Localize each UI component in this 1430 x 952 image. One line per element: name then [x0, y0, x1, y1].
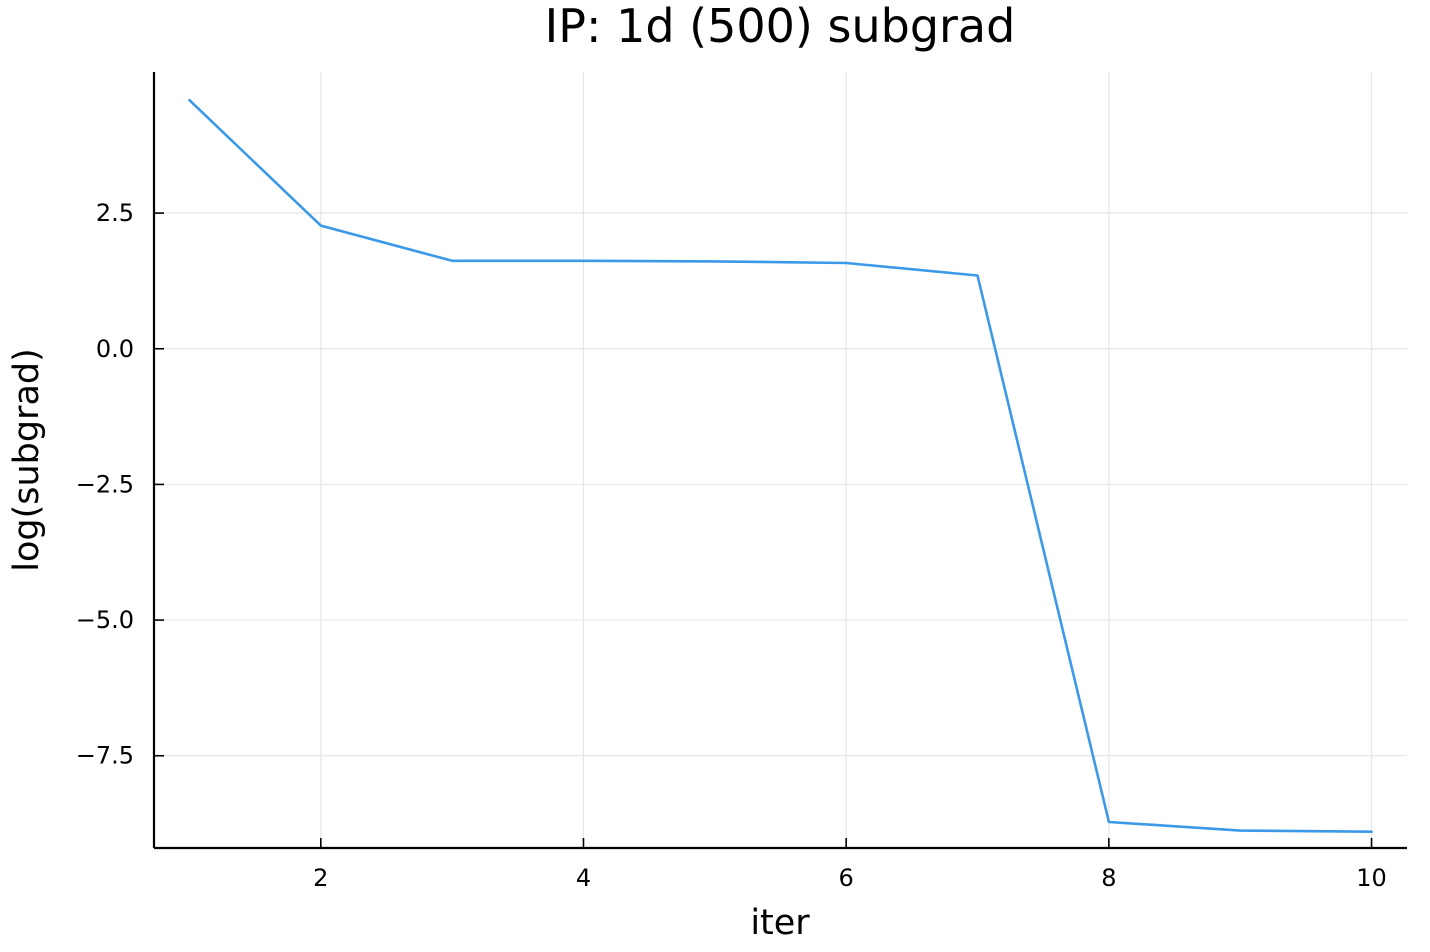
x-tick-label: 10 — [1356, 864, 1387, 892]
y-tick-label: 2.5 — [96, 199, 134, 227]
y-tick-label: 0.0 — [96, 335, 134, 363]
y-axis-label: log(subgrad) — [7, 348, 47, 572]
grid — [154, 72, 1407, 848]
chart-title: IP: 1d (500) subgrad — [545, 0, 1016, 53]
x-axis-label: iter — [750, 903, 810, 943]
y-tick-label: −7.5 — [76, 742, 134, 770]
x-tick-label: 6 — [839, 864, 854, 892]
x-tick-label: 2 — [313, 864, 328, 892]
y-tick-label: −2.5 — [76, 470, 134, 498]
series-line — [188, 98, 1373, 834]
series-layer — [188, 98, 1373, 834]
y-tick-label: −5.0 — [76, 606, 134, 634]
x-tick-label: 4 — [576, 864, 591, 892]
axes — [152, 72, 1407, 850]
x-tick-label: 8 — [1101, 864, 1116, 892]
ticks: 2 4 6 8 10 −7.5 −5.0 −2.5 0.0 2.5 — [76, 199, 1387, 892]
